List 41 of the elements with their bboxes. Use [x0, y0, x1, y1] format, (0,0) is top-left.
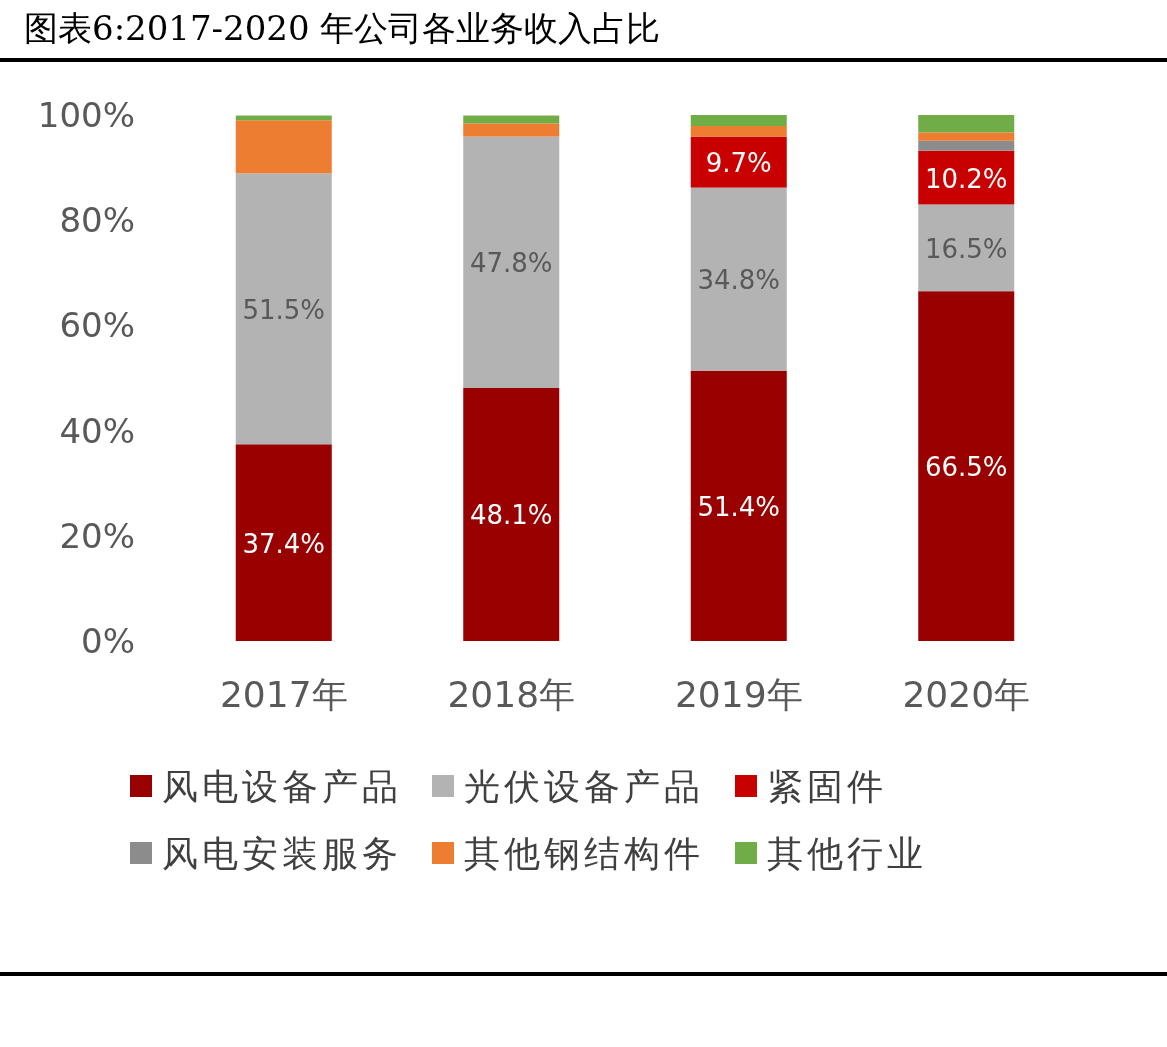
legend-label: 风电安装服务 [162, 833, 402, 874]
data-label: 37.4% [242, 528, 326, 559]
bar [690, 126, 787, 137]
bar [690, 136, 787, 188]
y-tick-label: 80% [59, 200, 135, 241]
bar [463, 387, 560, 641]
bar [463, 136, 560, 388]
bar [690, 187, 787, 371]
bar [918, 204, 1015, 292]
bar [235, 120, 332, 174]
bar [690, 370, 787, 641]
data-label: 66.5% [924, 452, 1008, 483]
data-label: 9.7% [705, 148, 772, 179]
y-tick-label: 60% [59, 305, 135, 346]
bar [235, 444, 332, 641]
y-tick-label: 0% [81, 621, 135, 661]
x-tick-label: 2020年 [902, 674, 1031, 715]
legend-label: 光伏设备产品 [464, 766, 704, 807]
bar [918, 291, 1015, 641]
bar [918, 115, 1015, 133]
x-tick-label: 2017年 [219, 674, 348, 715]
data-label: 48.1% [469, 500, 553, 531]
legend-label: 其他行业 [767, 833, 927, 874]
data-label: 51.4% [697, 491, 781, 522]
y-tick-label: 40% [59, 410, 135, 451]
data-label: 47.8% [469, 248, 553, 279]
legend-label: 紧固件 [767, 766, 887, 807]
bar [690, 115, 787, 127]
bar [463, 123, 560, 137]
data-label: 10.2% [924, 163, 1008, 194]
x-tick-label: 2019年 [674, 674, 803, 715]
bar [235, 173, 332, 445]
legend-label: 其他钢结构件 [464, 833, 704, 874]
chart-title: 图表6:2017-2020 年公司各业务收入占比 [24, 8, 661, 48]
data-label: 34.8% [697, 265, 781, 296]
x-tick-label: 2018年 [447, 674, 576, 715]
data-label: 16.5% [924, 233, 1008, 264]
y-tick-label: 100% [37, 95, 135, 135]
legend-label: 风电设备产品 [162, 766, 402, 807]
y-tick-label: 20% [59, 515, 135, 556]
data-label: 51.5% [242, 294, 326, 325]
